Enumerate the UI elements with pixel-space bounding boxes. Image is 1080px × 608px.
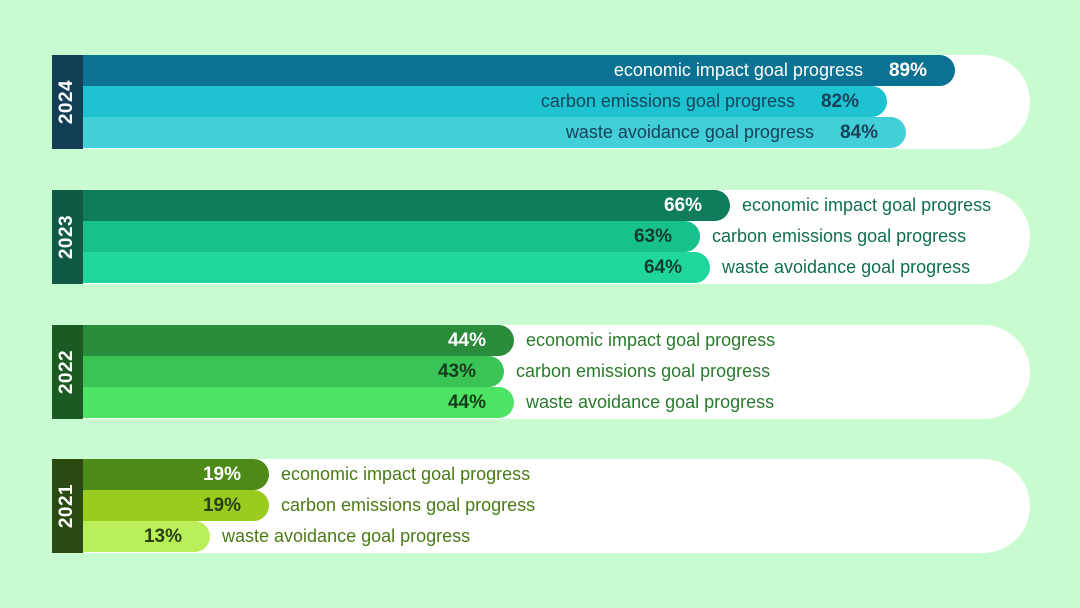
year-label: 2024: [56, 79, 78, 125]
year-strip: 2024: [52, 55, 83, 149]
bar: [83, 190, 730, 221]
metric-label: economic impact goal progress: [526, 330, 776, 350]
year-group: 2021 19% economic impact goal progress 19% c…: [52, 459, 1030, 553]
bar: [83, 325, 514, 356]
bar: [83, 55, 955, 86]
value-label: 66%: [663, 195, 702, 216]
value-label: 82%: [820, 91, 859, 112]
metric-label: waste avoidance goal progress: [722, 257, 971, 277]
metric-label: waste avoidance goal progress: [526, 392, 775, 412]
bar: [83, 490, 269, 521]
value-label: 64%: [643, 257, 682, 278]
metric-label: economic impact goal progress: [742, 195, 992, 215]
year-label: 2023: [56, 214, 78, 260]
value-label: 89%: [888, 60, 927, 81]
metric-label: waste avoidance goal progress: [565, 122, 814, 142]
year-label: 2022: [56, 349, 78, 395]
year-group: 2023 66% economic impact goal progress 63% c…: [52, 190, 1030, 284]
metric-label: carbon emissions goal progress: [281, 495, 536, 515]
value-label: 19%: [202, 495, 241, 516]
value-label: 84%: [839, 122, 878, 143]
value-label: 19%: [202, 464, 241, 485]
value-label: 13%: [143, 526, 182, 547]
metric-label: carbon emissions goal progress: [516, 361, 771, 381]
bar: [83, 356, 504, 387]
bar: [83, 459, 269, 490]
year-group: 2024 89% economic impact goal progress 82% c…: [52, 55, 1030, 149]
year-strip: 2023: [52, 190, 83, 284]
year-strip: 2022: [52, 325, 83, 419]
metric-label: economic impact goal progress: [613, 60, 863, 80]
value-label: 44%: [447, 330, 486, 351]
value-label: 44%: [447, 392, 486, 413]
year-strip: 2021: [52, 459, 83, 553]
metric-label: waste avoidance goal progress: [222, 526, 471, 546]
metric-label: carbon emissions goal progress: [540, 91, 795, 111]
bar: [83, 221, 700, 252]
value-label: 63%: [633, 226, 672, 247]
metric-label: economic impact goal progress: [281, 464, 531, 484]
bar: [83, 521, 210, 552]
value-label: 43%: [437, 361, 476, 382]
bar: [83, 117, 906, 148]
year-group: 2022 44% economic impact goal progress 43% c…: [52, 325, 1030, 419]
year-label: 2021: [56, 483, 78, 529]
bar: [83, 86, 887, 117]
bar: [83, 252, 710, 283]
bar: [83, 387, 514, 418]
metric-label: carbon emissions goal progress: [712, 226, 967, 246]
